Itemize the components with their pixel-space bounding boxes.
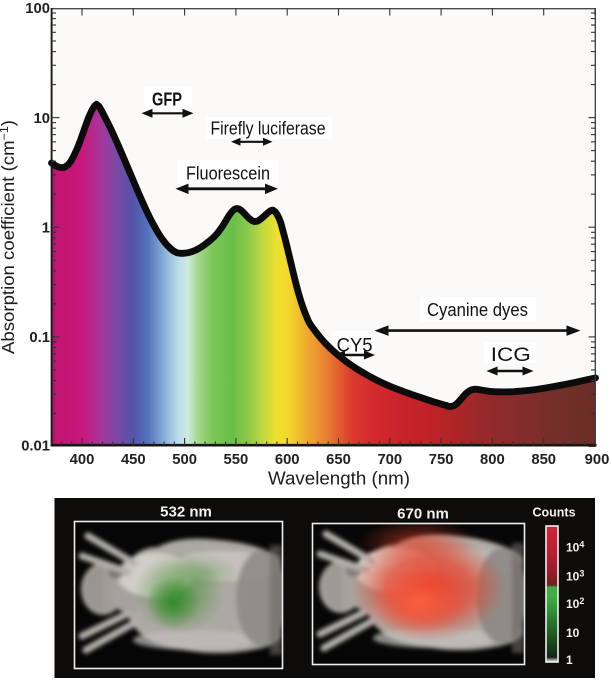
svg-text:0.01: 0.01 [21, 439, 50, 455]
svg-text:532 nm: 532 nm [160, 504, 212, 521]
svg-text:450: 450 [121, 452, 146, 468]
svg-text:10: 10 [566, 626, 580, 640]
svg-text:400: 400 [70, 452, 95, 468]
svg-text:1: 1 [566, 653, 573, 667]
svg-text:700: 700 [377, 452, 402, 468]
svg-text:800: 800 [480, 452, 505, 468]
svg-text:1: 1 [42, 220, 50, 236]
svg-text:10: 10 [34, 111, 50, 127]
svg-text:Firefly luciferase: Firefly luciferase [211, 119, 326, 139]
svg-text:Wavelength (nm): Wavelength (nm) [268, 469, 410, 489]
svg-text:850: 850 [531, 452, 556, 468]
svg-text:600: 600 [275, 452, 300, 468]
svg-text:Counts: Counts [532, 506, 575, 520]
svg-text:CY5: CY5 [337, 335, 373, 357]
svg-text:ICG: ICG [491, 344, 531, 366]
svg-text:Absorption coefficient (cm−1): Absorption coefficient (cm−1) [0, 120, 18, 354]
svg-text:550: 550 [224, 452, 249, 468]
svg-text:100: 100 [25, 1, 50, 17]
svg-text:GFP: GFP [152, 90, 182, 110]
svg-text:670 nm: 670 nm [397, 506, 449, 523]
svg-text:Fluorescein: Fluorescein [186, 164, 270, 184]
svg-text:Cyanine dyes: Cyanine dyes [427, 300, 528, 320]
svg-text:900: 900 [585, 452, 610, 468]
svg-text:750: 750 [429, 452, 454, 468]
svg-text:500: 500 [172, 452, 197, 468]
svg-text:0.1: 0.1 [29, 330, 50, 346]
svg-text:650: 650 [326, 452, 351, 468]
